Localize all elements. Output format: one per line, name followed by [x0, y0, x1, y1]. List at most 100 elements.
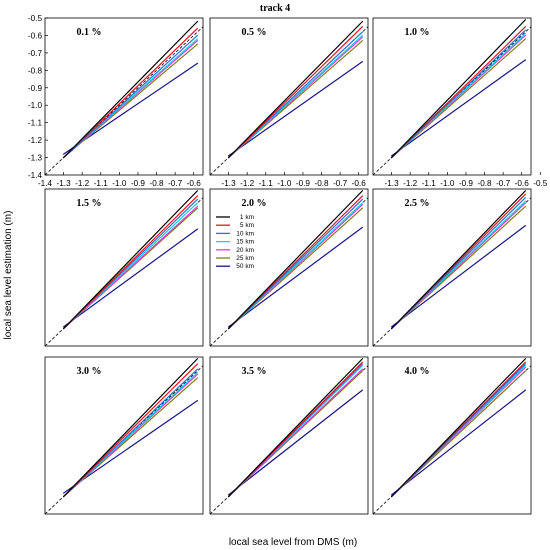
series-line-50km [390, 389, 527, 496]
series-line-5km [390, 26, 527, 159]
y-tick-label: -1.1 [28, 119, 43, 128]
panel-title: 0.5 % [242, 27, 267, 38]
series-line-50km [227, 61, 364, 157]
x-tick-label: -0.9 [296, 179, 311, 188]
y-tick-label: -0.7 [28, 49, 43, 58]
panel-0: 0.1 %-1.4-1.3-1.2-1.1-1.0-0.9-0.8-0.7-0.… [28, 14, 204, 188]
x-tick-label: -1.2 [75, 179, 90, 188]
panel-title: 2.0 % [242, 198, 267, 209]
panel-1: 0.5 % -1.3 -1.2 -1.1 -1.0 -0.9 -0.8 -0.7 -0.6 [209, 17, 369, 188]
x-tick-label: -1.2 [240, 179, 255, 188]
panel-title: 3.0 % [77, 366, 102, 377]
figure-x-axis-label: local sea level from DMS (m) [229, 537, 357, 548]
x-tick-label: -1.4 [38, 179, 53, 188]
panel-frame [44, 356, 204, 515]
panel-frame [372, 17, 532, 176]
y-tick-label: -1.0 [28, 101, 43, 110]
series-line-10km [62, 34, 199, 159]
x-tick-label: -1.1 [422, 179, 437, 188]
series-line-1km [390, 190, 527, 330]
panel-8: 4.0 % [372, 356, 532, 515]
panel-frame [372, 188, 532, 347]
panel-title: 1.0 % [405, 27, 430, 38]
series-line-5km [62, 363, 199, 498]
panel-7: 3.5 % [209, 356, 369, 515]
series-line-1km [227, 358, 364, 498]
panel-title: 1.5 % [77, 198, 102, 209]
panel-grid: 0.1 %-1.4-1.3-1.2-1.1-1.0-0.9-0.8-0.7-0.… [28, 14, 548, 515]
series-line-50km [227, 226, 364, 328]
series-line-5km [62, 195, 199, 330]
legend-label: 1 km [240, 214, 254, 221]
y-tick-label: -1.3 [28, 154, 43, 163]
series-line-1km [62, 358, 199, 498]
panel-frame [372, 356, 532, 515]
figure-y-axis-label: local sea level estimation (m) [3, 211, 14, 340]
panel-title: 0.1 % [77, 27, 102, 38]
x-tick-label: -0.6 [515, 179, 530, 188]
panel-frame [209, 17, 369, 176]
series-line-50km [62, 228, 199, 328]
series-line-1km [227, 190, 364, 330]
legend-label: 5 km [240, 222, 254, 229]
x-tick-label: -1.0 [440, 179, 455, 188]
x-tick-label: -1.3 [385, 179, 400, 188]
series-line-1km [390, 358, 527, 498]
panel-frame [44, 17, 204, 176]
series-line-1km [62, 20, 199, 159]
x-tick-label: -0.8 [149, 179, 164, 188]
x-tick-label: -0.7 [496, 179, 511, 188]
x-tick-label: -1.2 [403, 179, 418, 188]
series-line-10km [227, 31, 364, 159]
panel-title: 3.5 % [242, 366, 267, 377]
series-line-50km [390, 59, 527, 157]
x-tick-label: -0.9 [459, 179, 474, 188]
series-line-1km [227, 20, 364, 159]
y-tick-label: -0.6 [28, 31, 43, 40]
y-tick-label: -0.5 [28, 14, 43, 23]
legend-label: 10 km [236, 230, 254, 237]
x-tick-label: -0.6 [352, 179, 367, 188]
legend-label: 25 km [236, 255, 254, 262]
figure-title: track 4 [260, 3, 290, 14]
x-tick-label: -1.3 [222, 179, 237, 188]
series-line-50km [62, 400, 199, 494]
panel-title: 4.0 % [405, 366, 430, 377]
series-line-5km [227, 26, 364, 159]
series-line-5km [62, 27, 199, 159]
panel-2: 1.0 % -1.3 -1.2 -1.1 -1.0 -0.9 -0.8 -0.7 -0.6 -0.… [372, 17, 548, 188]
x-tick-label: -0.8 [477, 179, 492, 188]
x-tick-label: -1.0 [277, 179, 292, 188]
x-tick-label: -0.8 [314, 179, 329, 188]
x-tick-label: -0.9 [131, 179, 146, 188]
y-tick-label: -1.4 [28, 171, 43, 180]
y-tick-label: -0.9 [28, 84, 43, 93]
x-tick-label: -1.3 [57, 179, 72, 188]
x-tick-label: -0.7 [333, 179, 348, 188]
series-line-10km [62, 368, 199, 498]
x-tick-label: -0.7 [168, 179, 183, 188]
panel-frame [209, 356, 369, 515]
panel-5: 2.5 % [372, 188, 532, 347]
x-tick-label: -1.1 [94, 179, 109, 188]
x-tick-label: -1.1 [259, 179, 274, 188]
panel-frame [209, 188, 369, 347]
y-tick-label: -1.2 [28, 136, 43, 145]
panel-frame [44, 188, 204, 347]
y-tick-label: -0.8 [28, 66, 43, 75]
panel-6: 3.0 % [44, 356, 204, 515]
legend-label: 20 km [236, 247, 254, 254]
series-line-50km [227, 389, 364, 496]
series-line-1km [62, 190, 199, 330]
x-tick-label: -1.0 [112, 179, 127, 188]
series-line-1km [390, 19, 527, 159]
x-tick-label: -0.6 [187, 179, 202, 188]
panel-3: 1.5 % [44, 188, 204, 347]
legend-label: 50 km [236, 263, 254, 270]
series-line-50km [390, 225, 527, 328]
panel-title: 2.5 % [405, 198, 430, 209]
x-tick-label: -0.5 [533, 179, 548, 188]
